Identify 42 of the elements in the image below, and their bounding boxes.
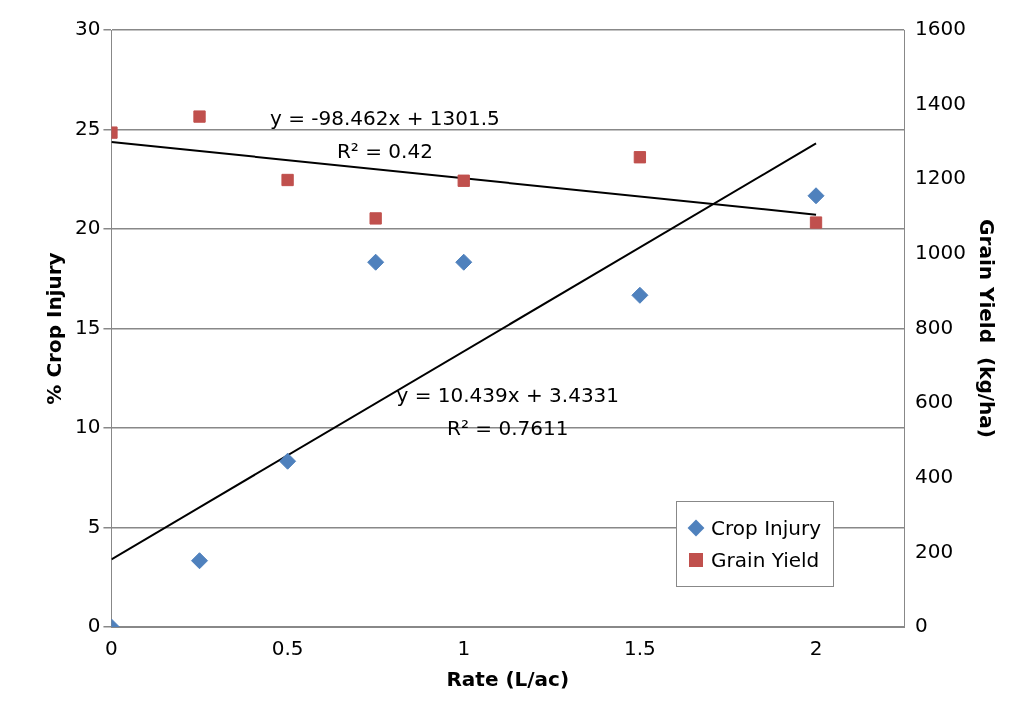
y-tick-label: 25 xyxy=(75,115,101,140)
point xyxy=(809,216,823,229)
y2-tick-label: 1200 xyxy=(915,165,967,190)
y2-tick-label: 1600 xyxy=(915,16,967,41)
x-tick-label: 2 xyxy=(809,636,823,661)
point xyxy=(367,253,385,271)
point xyxy=(193,110,206,123)
y2-tick-label: 600 xyxy=(915,389,954,414)
point xyxy=(369,212,382,225)
annotation: y = -98.462x + 1301.5 xyxy=(270,105,500,130)
y2-tick-label: 400 xyxy=(915,463,954,488)
y2-tick-label: 200 xyxy=(915,538,954,563)
x-tick-label: 0.5 xyxy=(271,636,304,661)
annotation: R² = 0.7611 xyxy=(447,416,569,441)
point xyxy=(191,552,209,570)
y2-tick-label: 0 xyxy=(915,613,928,638)
point xyxy=(457,174,470,187)
y-axis-title: % Crop Injury xyxy=(42,252,67,405)
annotation: y = 10.439x + 3.4331 xyxy=(396,383,620,408)
legend-label: Grain Yield xyxy=(711,548,820,572)
y2-tick-label: 1000 xyxy=(915,240,967,265)
y2-tick-label: 800 xyxy=(915,314,954,339)
annotation: R² = 0.42 xyxy=(336,138,433,163)
y-tick-label: 0 xyxy=(87,613,101,638)
x-tick-label: 1 xyxy=(457,636,471,661)
point xyxy=(633,151,647,164)
y2-axis-title: Grain Yield (kg/ha) xyxy=(974,219,999,438)
legend-label: Crop Injury xyxy=(711,516,821,540)
y-tick-label: 10 xyxy=(75,414,101,439)
point xyxy=(279,452,297,470)
y-tick-label: 5 xyxy=(87,513,101,538)
x-tick-label: 0 xyxy=(105,636,118,661)
y-tick-label: 30 xyxy=(75,16,101,41)
y-tick-label: 20 xyxy=(75,215,101,240)
point xyxy=(281,173,294,187)
x-tick-label: 1.5 xyxy=(623,636,656,661)
y2-tick-label: 1400 xyxy=(915,90,967,115)
point xyxy=(807,187,825,205)
point xyxy=(631,286,649,304)
point xyxy=(455,253,473,271)
x-axis-title: Rate (L/ac) xyxy=(446,667,570,692)
y-tick-label: 15 xyxy=(75,314,101,339)
